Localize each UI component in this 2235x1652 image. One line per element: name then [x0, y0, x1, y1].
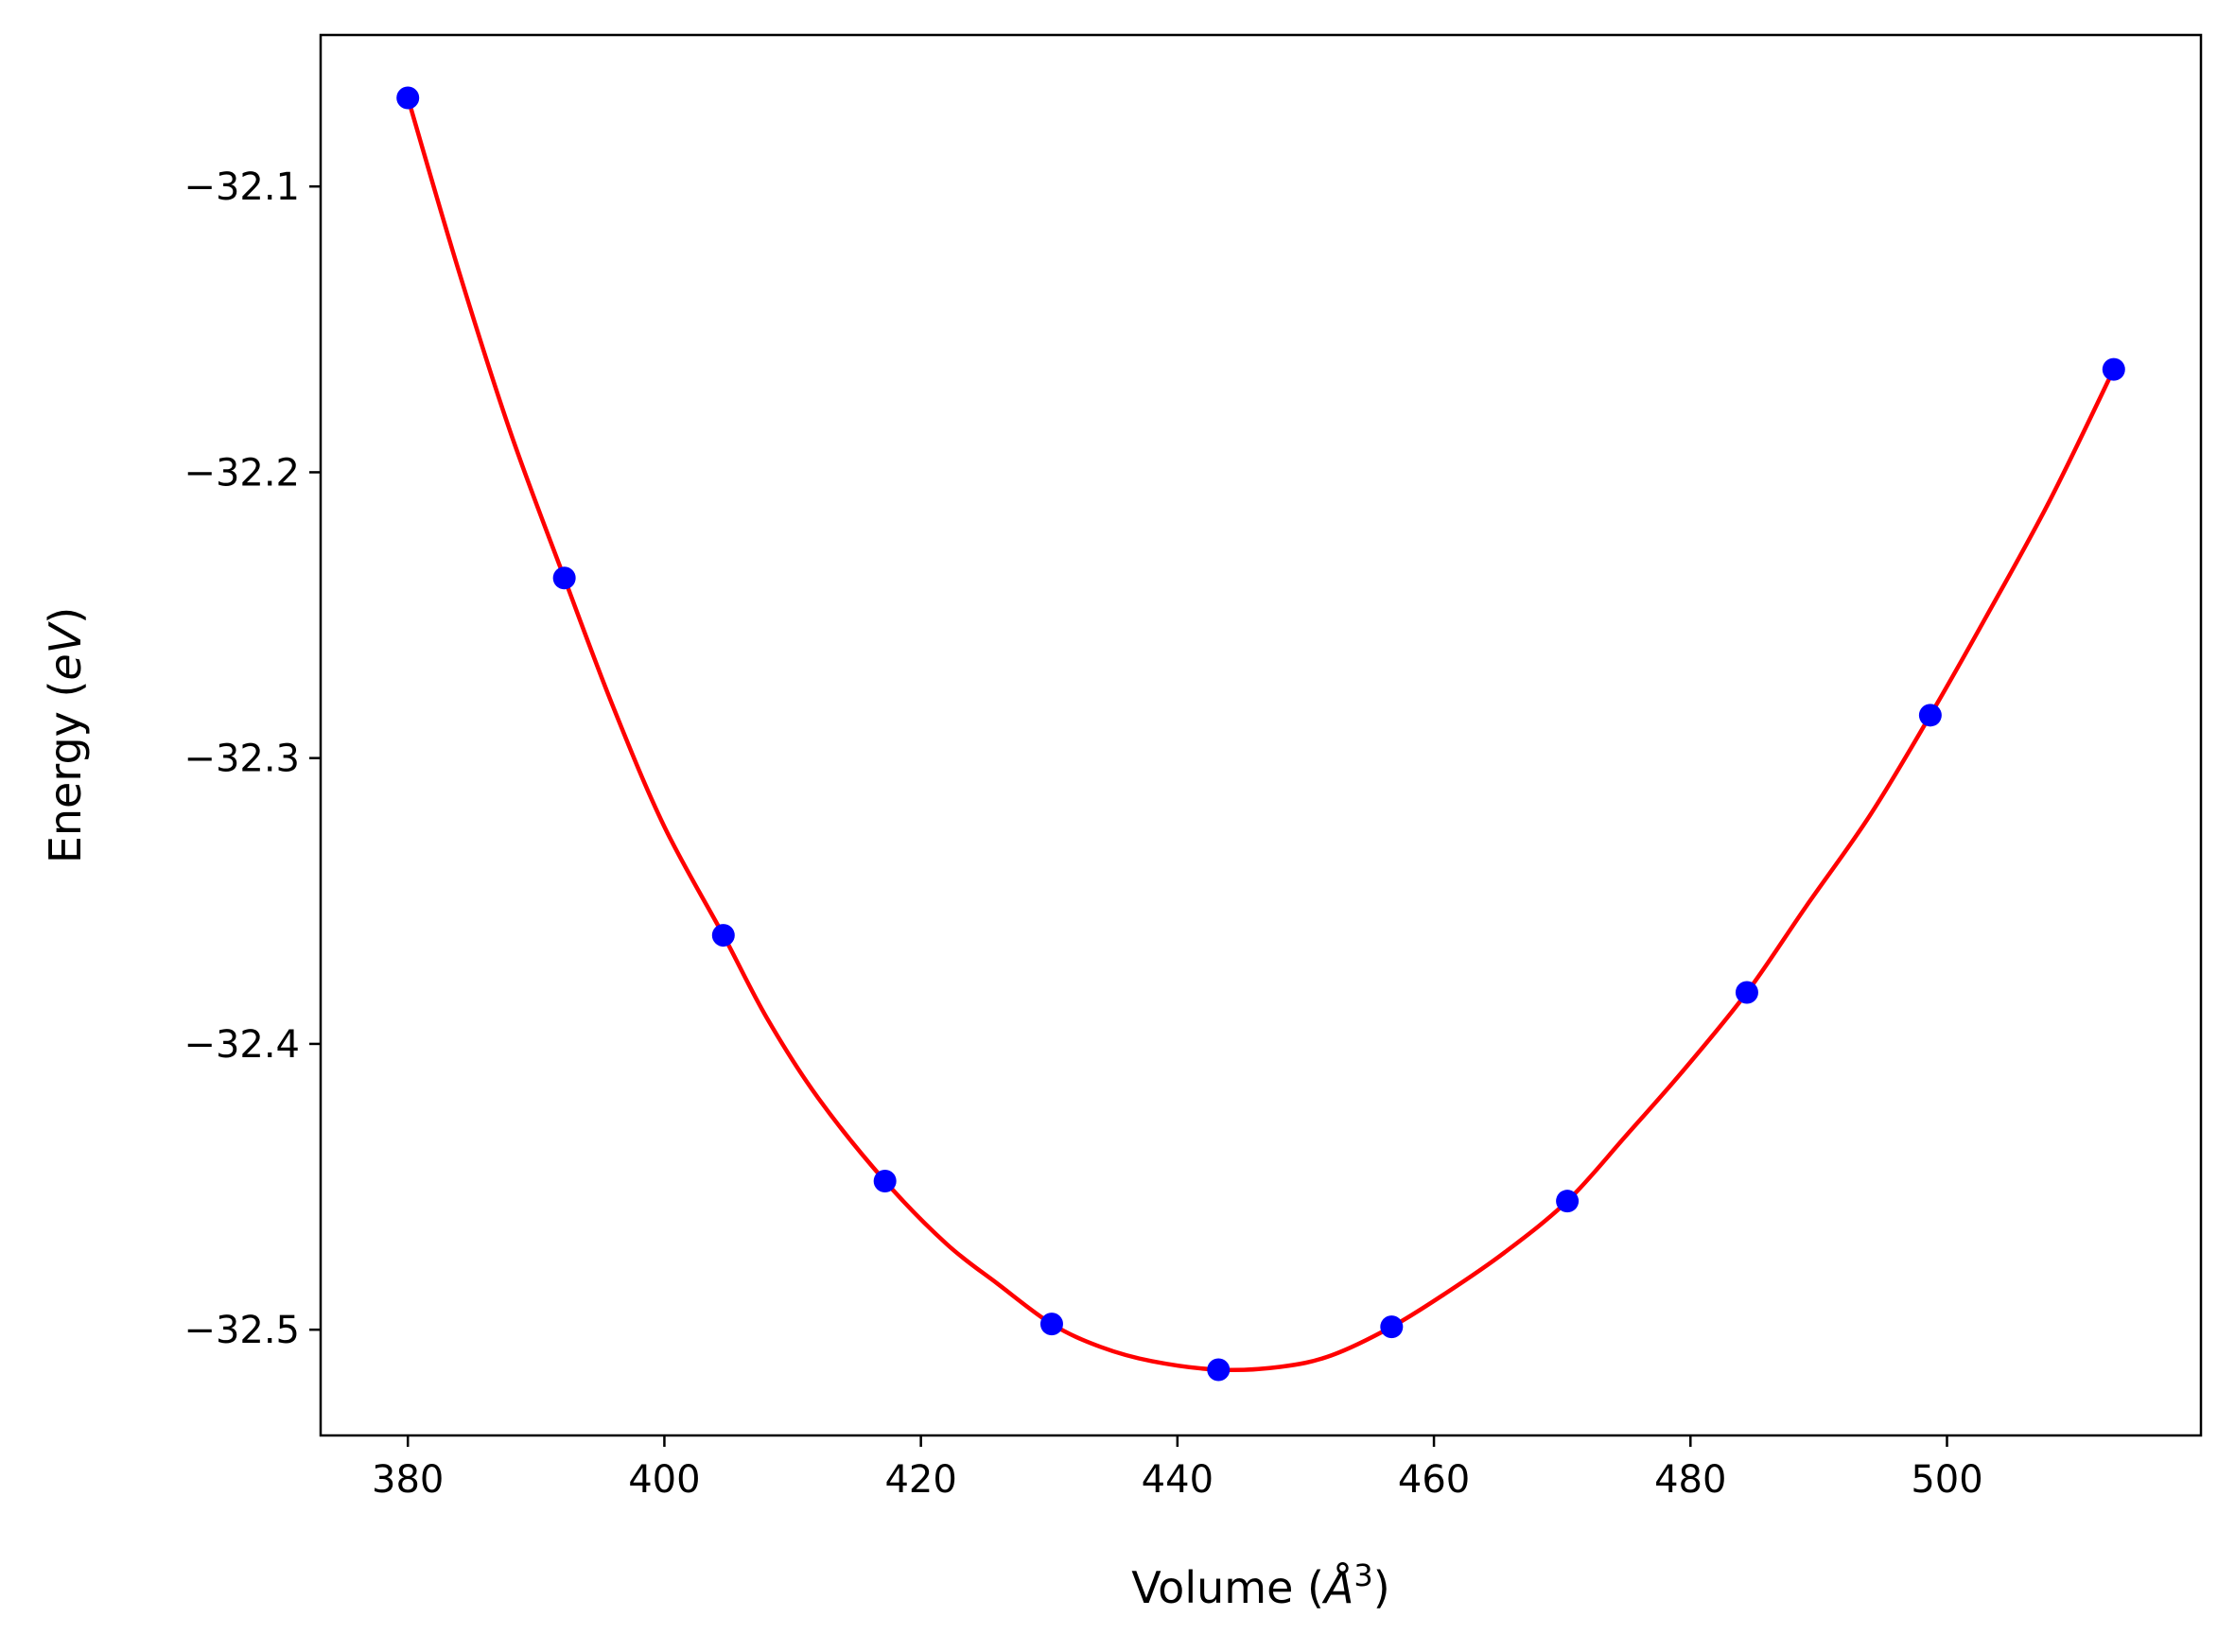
axes-frame	[319, 33, 2203, 1437]
data-point	[1380, 1315, 1404, 1339]
data-point	[552, 566, 576, 590]
data-point	[1039, 1313, 1063, 1336]
x-tick-label: 500	[1911, 1458, 1982, 1502]
x-axis: 380 400 420 440 460 480 500	[372, 1435, 1983, 1502]
y-axis: −32.1 −32.2 −32.3 −32.4 −32.5	[183, 165, 321, 1352]
y-axis-label: Energy (eV)	[40, 607, 91, 863]
x-tick-label: 480	[1654, 1458, 1726, 1502]
y-tick-label: −32.4	[183, 1023, 300, 1067]
data-point	[1207, 1358, 1231, 1382]
data-point	[2102, 357, 2125, 381]
data-point	[396, 86, 420, 110]
x-axis-label: Volume (Å3)	[1131, 1557, 1389, 1613]
x-tick-label: 440	[1142, 1458, 1214, 1502]
data-point	[711, 924, 735, 948]
x-tick-label: 420	[884, 1458, 956, 1502]
data-point	[1735, 981, 1758, 1004]
y-tick-label: −32.5	[183, 1309, 300, 1352]
y-tick-label: −32.3	[183, 738, 300, 781]
y-tick-label: −32.2	[183, 451, 300, 495]
y-tick-label: −32.1	[183, 165, 300, 209]
data-point	[1918, 704, 1942, 727]
x-tick-label: 400	[628, 1458, 700, 1502]
plot-area	[396, 86, 2125, 1382]
fit-curve-line	[406, 96, 2116, 1373]
x-tick-label: 460	[1398, 1458, 1470, 1502]
data-point	[873, 1170, 897, 1193]
x-tick-label: 380	[372, 1458, 444, 1502]
data-point	[1556, 1190, 1580, 1213]
